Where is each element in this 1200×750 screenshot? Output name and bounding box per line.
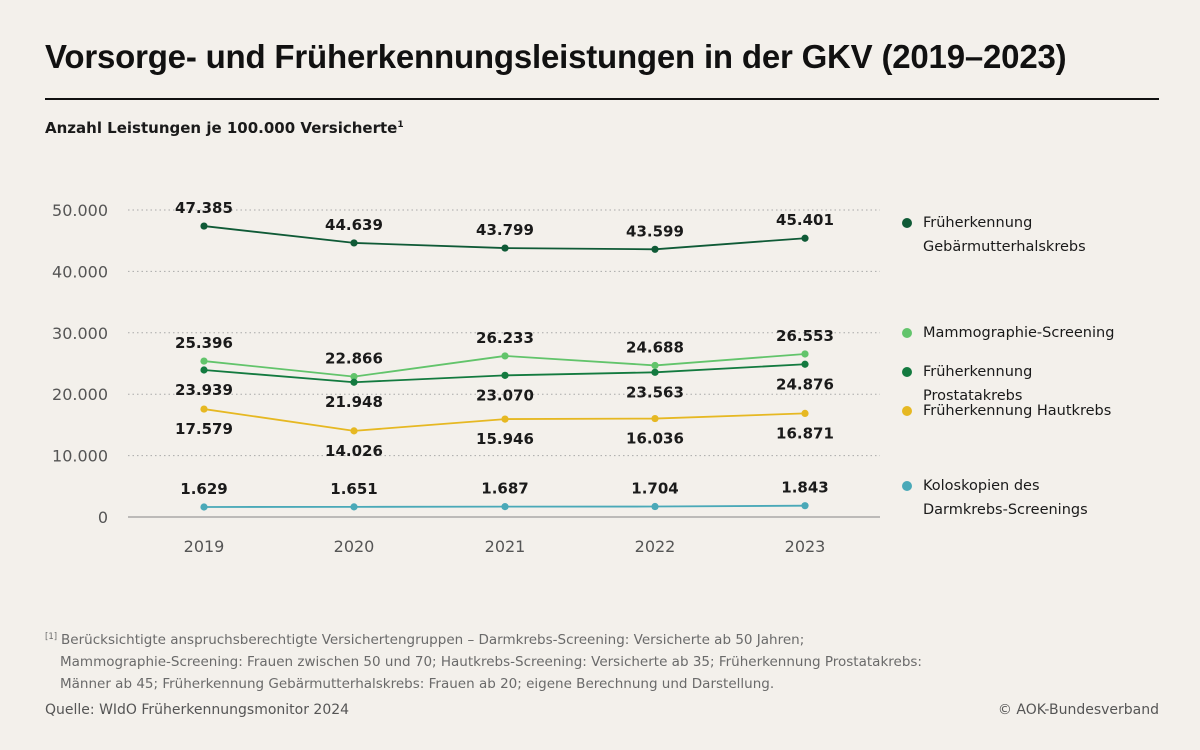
data-point	[350, 503, 358, 511]
data-point	[200, 405, 208, 413]
data-label: 21.948	[325, 393, 383, 411]
data-label: 23.070	[476, 386, 534, 404]
legend-marker	[902, 481, 912, 491]
data-label: 17.579	[175, 420, 233, 438]
data-point	[200, 366, 208, 374]
data-label: 1.704	[631, 480, 678, 498]
legend-item: Früherkennung Hautkrebs	[902, 399, 1123, 423]
legend-marker	[902, 367, 912, 377]
data-point	[801, 409, 809, 418]
footnote-line-3: Männer ab 45; Früherkennung Gebärmutterh…	[60, 676, 775, 692]
subtitle-text: Anzahl Leistungen je 100.000 Versicherte	[45, 119, 398, 137]
legend-item: Früherkennung Prostatakrebs	[902, 360, 1123, 408]
x-tick-label: 2021	[485, 537, 526, 556]
data-point	[651, 361, 659, 370]
data-point	[651, 414, 659, 423]
footnote-mark: [1]	[45, 632, 58, 642]
legend-label: Früherkennung Hautkrebs	[923, 403, 1112, 419]
data-label: 14.026	[325, 442, 383, 460]
data-label: 26.233	[476, 329, 534, 347]
data-label: 45.401	[776, 211, 834, 229]
data-point	[801, 234, 809, 242]
legend-label: Früherkennung Gebärmutterhalskrebs	[923, 215, 1086, 255]
footnote-line-2: Mammographie-Screening: Frauen zwischen …	[60, 654, 922, 670]
data-point	[350, 427, 358, 435]
data-point	[651, 245, 659, 253]
data-point	[200, 357, 208, 365]
data-label: 24.876	[776, 375, 834, 393]
data-point	[801, 350, 809, 358]
data-point	[200, 503, 208, 511]
footnote-line-1: Berücksichtigte anspruchsberechtigte Ver…	[61, 632, 805, 648]
y-tick-label: 0	[98, 508, 108, 527]
data-point	[350, 373, 358, 381]
data-point	[350, 378, 358, 386]
data-point	[501, 415, 509, 423]
data-label: 47.385	[175, 199, 233, 217]
y-tick-label: 30.000	[52, 324, 108, 343]
data-label: 43.599	[626, 222, 684, 240]
data-label: 16.871	[776, 424, 834, 442]
data-label: 26.553	[776, 327, 834, 345]
copyright-note: © AOK-Bundesverband	[997, 702, 1159, 718]
data-label: 23.563	[626, 383, 684, 401]
y-tick-label: 50.000	[52, 201, 108, 220]
data-label: 43.799	[476, 221, 534, 239]
data-label: 44.639	[325, 216, 383, 234]
legend-item: Früherkennung Gebärmutterhalskrebs	[902, 211, 1123, 259]
y-tick-label: 20.000	[52, 385, 108, 404]
legend-marker	[902, 328, 912, 338]
y-tick-label: 40.000	[52, 262, 108, 281]
legend-label: Mammographie-Screening	[923, 325, 1115, 341]
footnote: [1] Berücksichtigte anspruchsberechtigte …	[45, 626, 922, 695]
data-label: 16.036	[626, 430, 684, 448]
data-label: 24.688	[626, 338, 684, 356]
data-point	[651, 368, 659, 376]
legend-marker	[902, 218, 912, 228]
legend-marker	[902, 406, 912, 416]
data-point	[651, 502, 659, 511]
source-note: Quelle: WIdO Früherkennungsmonitor 2024	[45, 702, 350, 718]
chart-subtitle: Anzahl Leistungen je 100.000 Versicherte…	[45, 119, 404, 137]
data-point	[350, 239, 358, 247]
data-point	[801, 502, 809, 510]
data-label: 1.651	[330, 480, 377, 498]
legend-item: Mammographie-Screening	[902, 321, 1123, 345]
legend-label: Früherkennung Prostatakrebs	[923, 364, 1033, 404]
data-point	[200, 222, 208, 230]
data-label: 1.843	[781, 479, 828, 497]
data-label: 23.939	[175, 381, 233, 399]
data-label: 15.946	[476, 430, 534, 448]
data-point	[501, 352, 509, 360]
data-point	[801, 360, 809, 368]
x-tick-label: 2020	[334, 537, 375, 556]
data-point	[501, 503, 509, 511]
data-label: 1.629	[180, 480, 227, 498]
data-label: 22.866	[325, 350, 383, 368]
data-label: 1.687	[481, 480, 528, 498]
y-tick-label: 10.000	[52, 447, 108, 466]
x-tick-label: 2019	[184, 537, 225, 556]
x-tick-label: 2022	[635, 537, 676, 556]
data-point	[501, 244, 509, 252]
data-label: 25.396	[175, 334, 233, 352]
chart-title: Vorsorge- und Früherkennungsleistungen i…	[45, 38, 1067, 75]
data-point	[501, 371, 509, 379]
x-tick-label: 2023	[785, 537, 826, 556]
legend-item: Koloskopien des Darmkrebs-Screenings	[902, 474, 1123, 522]
title-divider	[45, 98, 1159, 100]
subtitle-footnote-mark: 1	[397, 120, 404, 130]
legend-label: Koloskopien des Darmkrebs-Screenings	[923, 478, 1088, 518]
